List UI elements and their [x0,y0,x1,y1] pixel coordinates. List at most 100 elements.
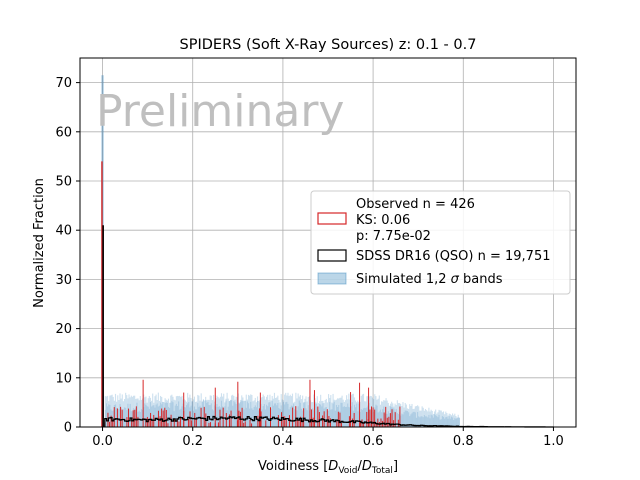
simulated-2sigma-bar [182,399,184,427]
simulated-1sigma-bar [419,417,421,427]
simulated-2sigma-bar [227,398,229,427]
simulated-1sigma-bar [279,409,281,427]
simulated-2sigma-bar [261,397,263,427]
simulated-1sigma-bar [256,400,259,427]
simulated-1sigma-bar [452,417,454,427]
simulated-2sigma-bar [320,394,322,427]
simulated-1sigma-bar [114,404,117,427]
legend-swatch-observed [317,212,347,225]
simulated-1sigma-bar [190,405,192,427]
simulated-1sigma-bar [312,408,314,427]
simulated-1sigma-bar [324,407,326,427]
simulated-1sigma-bar [384,413,386,427]
simulated-1sigma-bar [156,403,158,427]
simulated-1sigma-bar [426,416,428,427]
simulated-2sigma-bar [457,414,459,427]
simulated-2sigma-bar [380,401,383,427]
simulated-1sigma-bar [438,414,440,427]
y-tick-label: 70 [55,76,72,91]
simulated-1sigma-bar [316,407,318,427]
simulated-1sigma-bar [342,406,344,427]
simulated-2sigma-bar [192,399,194,427]
simulated-1sigma-bar [202,400,204,427]
simulated-2sigma-bar [280,394,282,427]
simulated-1sigma-bar [233,401,235,427]
simulated-1sigma-bar [364,407,366,427]
simulated-2sigma-bar [247,394,250,427]
simulated-2sigma-bar [191,401,193,427]
simulated-1sigma-bar [140,409,142,427]
simulated-2sigma-bar [431,410,433,427]
simulated-1sigma-bar [242,401,244,427]
simulated-2sigma-bar [136,398,138,427]
simulated-1sigma-bar [169,407,171,427]
simulated-2sigma-bar [254,397,256,427]
watermark: Preliminary [96,86,344,137]
x-tick-label: 1.0 [543,434,564,449]
simulated-1sigma-bar [415,417,418,427]
simulated-2sigma-bar [453,415,455,427]
simulated-2sigma-bar [445,411,447,427]
simulated-1sigma-bar [158,405,161,427]
simulated-1sigma-bar [247,403,250,427]
simulated-1sigma-bar [175,403,177,427]
simulated-2sigma-bar [441,412,443,427]
simulated-1sigma-bar [108,404,110,427]
simulated-1sigma-bar [445,417,447,427]
simulated-2sigma-bar [145,396,147,427]
simulated-1sigma-bar [307,405,309,427]
simulated-1sigma-bar [191,401,193,427]
simulated-1sigma-bar [228,401,230,427]
simulated-2sigma-bar [367,396,369,427]
simulated-2sigma-bar [348,393,350,427]
simulated-2sigma-bar [128,394,130,427]
simulated-1sigma-bar [251,408,253,427]
simulated-1sigma-bar [163,408,165,427]
x-axis-label: Voidiness [DVoid/DTotal] [258,459,398,476]
simulated-2sigma-bar [444,414,446,427]
simulated-1sigma-bar [182,403,184,427]
simulated-2sigma-bar [273,392,276,427]
simulated-2sigma-bar [211,400,214,427]
simulated-1sigma-bar [145,404,147,427]
simulated-2sigma-bar [388,405,390,427]
simulated-1sigma-bar [306,410,308,427]
simulated-2sigma-bar [396,400,398,427]
simulated-1sigma-bar [337,407,339,427]
simulated-2sigma-bar [341,395,343,427]
simulated-2sigma-bar [419,410,421,427]
y-tick-label: 30 [55,273,72,288]
simulated-2sigma-bar [267,394,269,427]
simulated-2sigma-bar [197,394,199,427]
simulated-1sigma-bar [129,403,131,427]
simulated-2sigma-bar [181,395,183,427]
simulated-2sigma-bar [418,406,420,427]
simulated-2sigma-bar [139,396,141,427]
simulated-1sigma-bar [244,400,246,427]
simulated-2sigma-bar [169,402,171,427]
simulated-2sigma-bar [130,395,132,427]
simulated-1sigma-bar [403,412,405,427]
simulated-2sigma-bar [217,396,219,427]
simulated-1sigma-bar [352,410,354,427]
simulated-2sigma-bar [127,398,129,427]
simulated-2sigma-bar [131,396,133,427]
simulated-2sigma-bar [135,398,137,427]
simulated-2sigma-bar [456,417,458,427]
simulated-2sigma-bar [118,400,120,427]
simulated-1sigma-bar [348,406,350,427]
simulated-2sigma-bar [232,394,234,427]
simulated-1sigma-bar [320,404,322,427]
simulated-1sigma-bar [227,406,229,427]
simulated-2sigma-bar [215,398,217,427]
simulated-2sigma-bar [359,401,361,427]
simulated-2sigma-bar [179,395,181,427]
simulated-1sigma-bar [273,403,276,427]
simulated-2sigma-bar [447,415,449,427]
simulated-1sigma-bar [423,415,425,427]
simulated-2sigma-bar [166,400,168,427]
simulated-1sigma-bar [431,415,433,427]
simulated-2sigma-bar [321,400,323,427]
simulated-2sigma-bar [245,394,247,427]
simulated-2sigma-bar [268,402,270,427]
